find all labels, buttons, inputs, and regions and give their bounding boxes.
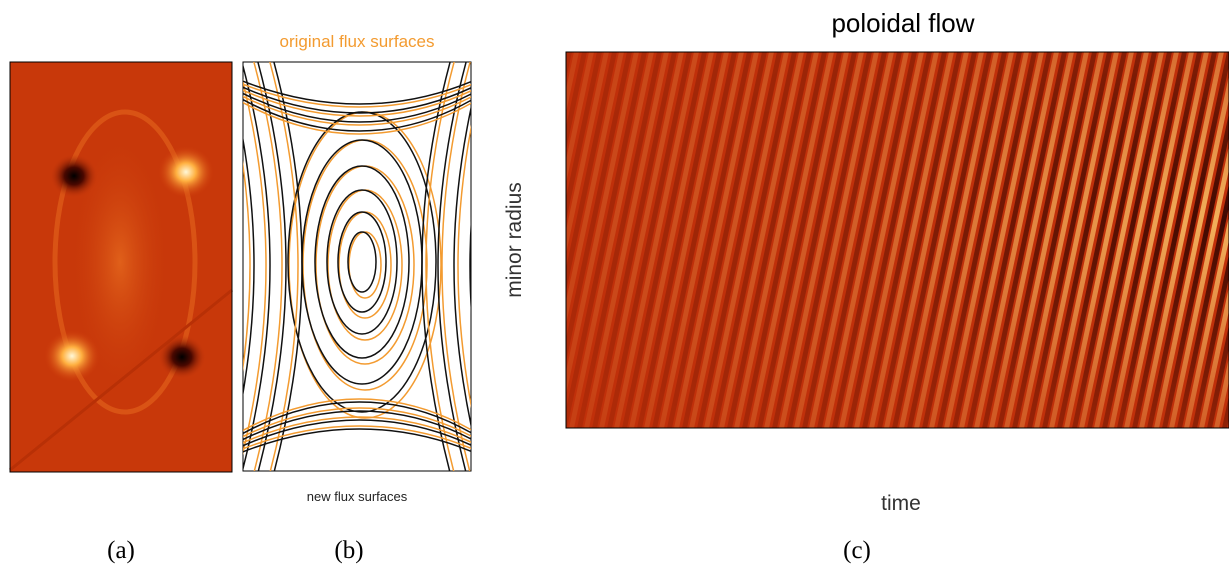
panel-label: (a) <box>107 537 135 564</box>
panel-c <box>566 52 1229 428</box>
panel-label: (c) <box>843 537 871 564</box>
flux-contour <box>474 55 504 480</box>
chart-title: poloidal flow <box>831 8 974 38</box>
panel-label: (b) <box>334 537 363 564</box>
bottom-label: new flux surfaces <box>307 489 408 504</box>
figure: original flux surfaces new flux surfaces… <box>0 0 1229 565</box>
x-axis-label: time <box>881 492 921 515</box>
panel-a <box>10 62 232 472</box>
top-label: original flux surfaces <box>280 32 435 51</box>
y-axis-label: minor radius <box>503 182 526 298</box>
flux-contour <box>522 55 552 480</box>
flux-contour <box>470 55 500 480</box>
